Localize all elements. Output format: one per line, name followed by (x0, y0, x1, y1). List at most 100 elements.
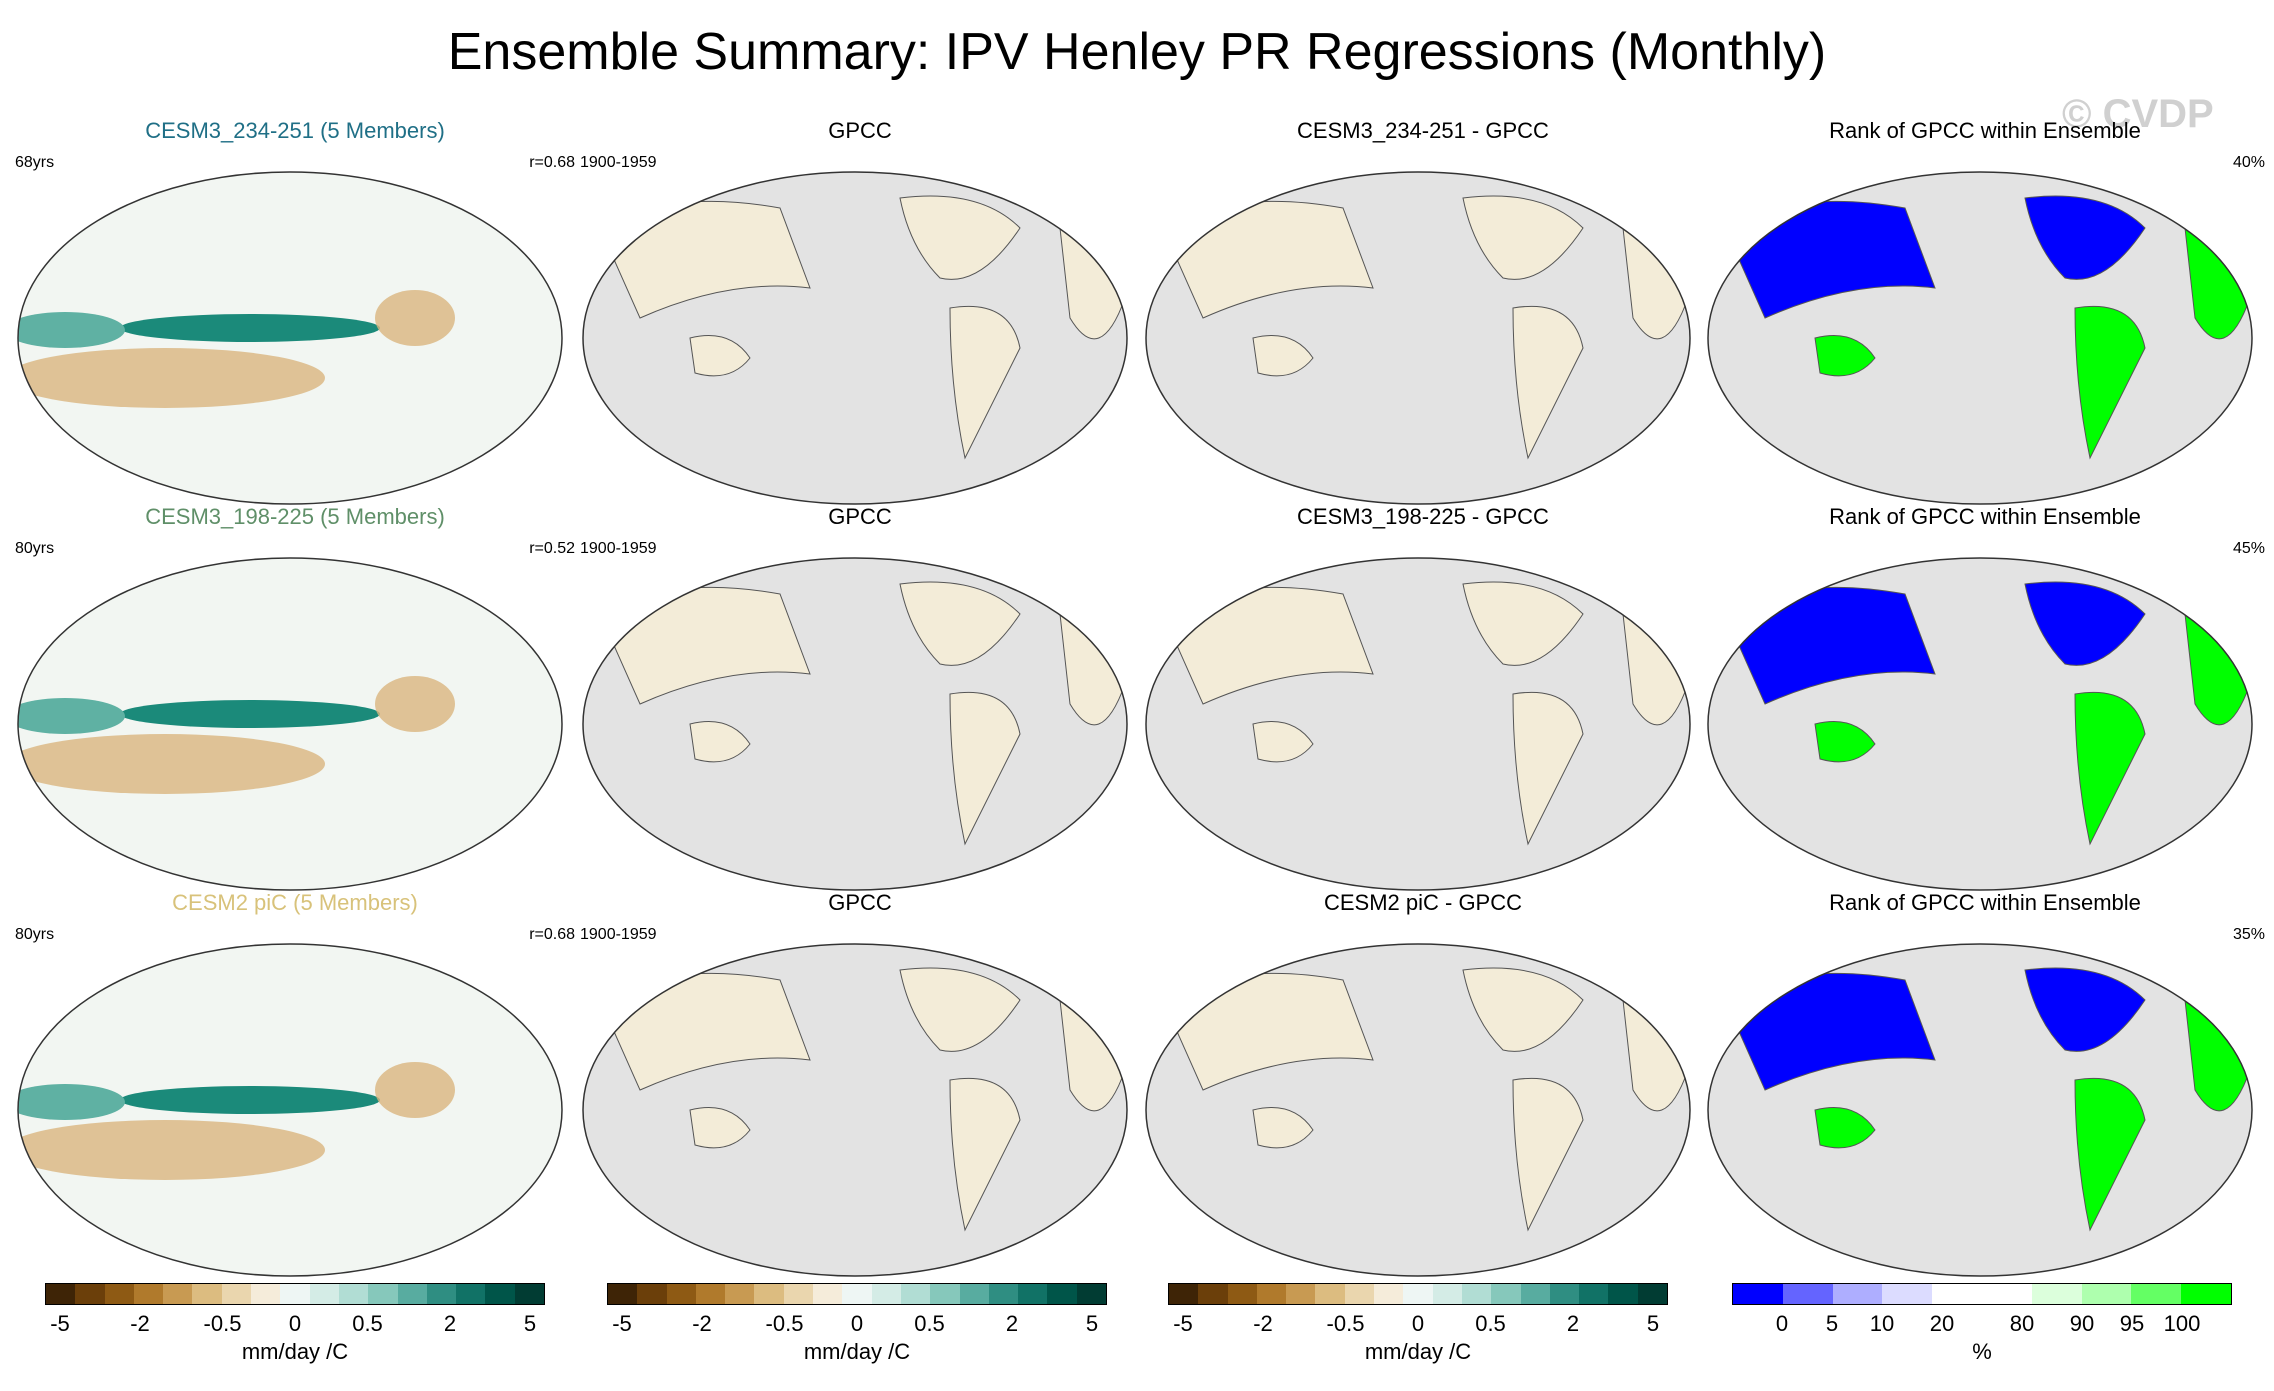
australia-shape (1252, 1107, 1314, 1149)
colorbar-swatch (46, 1284, 76, 1304)
map-outline (1707, 943, 2253, 1277)
colorbar-tick-label: -2 (692, 1311, 712, 1336)
diff-panel: CESM2 piC - GPCC (1143, 890, 1703, 1280)
colorbar-swatch (1882, 1284, 1933, 1304)
colorbar-swatch (959, 1284, 989, 1304)
colorbar-tick-label: -5 (612, 1311, 632, 1336)
obs-map (582, 557, 1128, 891)
colorbar-swatch (1344, 1284, 1375, 1304)
panel-title: Rank of GPCC within Ensemble (1829, 890, 2141, 915)
colorbar-swatch (221, 1284, 252, 1304)
south-america-shape (1512, 691, 1584, 846)
dry-band-shape (18, 734, 325, 794)
colorbar-swatch (2181, 1284, 2231, 1304)
colorbar-swatches (607, 1283, 1107, 1305)
model-map (17, 171, 563, 505)
colorbar-swatches (45, 1283, 545, 1305)
map-outline (17, 557, 563, 891)
colorbar-tick-label: 5 (523, 1311, 537, 1336)
colorbar-swatch (900, 1284, 931, 1304)
colorbar-swatch (1315, 1284, 1345, 1304)
panel-title: CESM3_234-251 - GPCC (1297, 118, 1549, 143)
dry-band-shape (18, 348, 325, 408)
panel-right-tag: 40% (2232, 154, 2265, 171)
map-outline (1707, 171, 2253, 505)
colorbar-tick-label: 0 (288, 1311, 302, 1336)
north-america-shape (1462, 967, 1584, 1052)
panel-right-tag: 45% (2232, 540, 2265, 557)
colorbar-swatch (1432, 1284, 1462, 1304)
colorbar-swatch (1832, 1284, 1883, 1304)
colorbar-swatch (1549, 1284, 1580, 1304)
colorbar-tick-label: 5 (1646, 1311, 1660, 1336)
colorbar-swatch (338, 1284, 369, 1304)
panel-title: CESM3_234-251 (5 Members) (145, 118, 445, 143)
colorbar-tick-label: 2 (443, 1311, 457, 1336)
colorbar-tick-label: 80 (2009, 1311, 2035, 1336)
colorbar-tick-label: -0.5 (203, 1311, 242, 1336)
rank-panel: Rank of GPCC within Ensemble 45% (1705, 504, 2265, 894)
colorbar-swatch (608, 1284, 638, 1304)
obs-map (582, 943, 1128, 1277)
colorbar-unit: mm/day /C (803, 1339, 911, 1364)
colorbar-swatch (1579, 1284, 1609, 1304)
diff-map (1145, 943, 1691, 1277)
north-america-shape (2024, 195, 2146, 280)
colorbar-tick-label: -2 (130, 1311, 150, 1336)
map-outline (582, 943, 1128, 1277)
colorbar-swatch (988, 1284, 1019, 1304)
colorbar-swatch (1374, 1284, 1404, 1304)
panel-right-tag: r=0.52 (529, 540, 575, 557)
colorbar-swatch (397, 1284, 427, 1304)
map-outline (582, 171, 1128, 505)
colorbar-swatch (1198, 1284, 1228, 1304)
colorbar-tick-label: 95 (2119, 1311, 2145, 1336)
south-america-shape (949, 691, 1021, 846)
map-outline (1707, 557, 2253, 891)
model-panel: CESM2 piC (5 Members) 80yrs r=0.68 (15, 890, 575, 1280)
colorbar-tick-label: 10 (1869, 1311, 1895, 1336)
colorbar-swatch (1461, 1284, 1492, 1304)
colorbar-swatch (251, 1284, 281, 1304)
panel-left-tag: 1900-1959 (580, 926, 657, 943)
colorbar-unit: mm/day /C (1364, 1339, 1472, 1364)
colorbar-tick-label: 0 (1775, 1311, 1789, 1336)
north-america-shape (1462, 195, 1584, 280)
south-america-shape (2074, 305, 2146, 460)
panel-title: GPCC (828, 118, 892, 143)
rank-map (1707, 171, 2253, 505)
australia-shape (689, 721, 751, 763)
dry-band-shape (18, 1120, 325, 1180)
australia-shape (1252, 721, 1314, 763)
colorbar-swatches (1168, 1283, 1668, 1305)
colorbar-swatch (104, 1284, 134, 1304)
panel-title: Rank of GPCC within Ensemble (1829, 118, 2141, 143)
north-america-shape (1462, 581, 1584, 666)
dry-atlantic-shape (375, 1062, 455, 1118)
colorbar-unit: % (1972, 1339, 1992, 1364)
colorbar-tick-label: 0 (850, 1311, 864, 1336)
colorbar-swatch (1733, 1284, 1783, 1304)
colorbar-tick-label: -2 (1253, 1311, 1273, 1336)
north-america-shape (899, 581, 1021, 666)
colorbar-swatch (1047, 1284, 1077, 1304)
model-map (17, 943, 563, 1277)
colorbar-swatch (1981, 1284, 2032, 1304)
obs-panel: GPCC 1900-1959 (580, 890, 1140, 1280)
south-america-shape (2074, 691, 2146, 846)
colorbar-swatch (75, 1284, 105, 1304)
wet-band-shape (120, 700, 380, 728)
rank-map (1707, 557, 2253, 891)
colorbar-swatch (783, 1284, 814, 1304)
panel-title: GPCC (828, 504, 892, 529)
colorbar-tick-label: -5 (1173, 1311, 1193, 1336)
south-america-shape (949, 1077, 1021, 1232)
panel-left-tag: 1900-1959 (580, 154, 657, 171)
australia-shape (1814, 721, 1876, 763)
colorbar-swatch (930, 1284, 960, 1304)
watermark: © CVDP (2062, 92, 2214, 136)
colorbar-swatch (1491, 1284, 1521, 1304)
colorbar-swatch (695, 1284, 726, 1304)
colorbar: -5 -2 -0.5 0 0.5 2 5 mm/day /C (1168, 1283, 1668, 1364)
colorbar-tick-label: -0.5 (765, 1311, 804, 1336)
